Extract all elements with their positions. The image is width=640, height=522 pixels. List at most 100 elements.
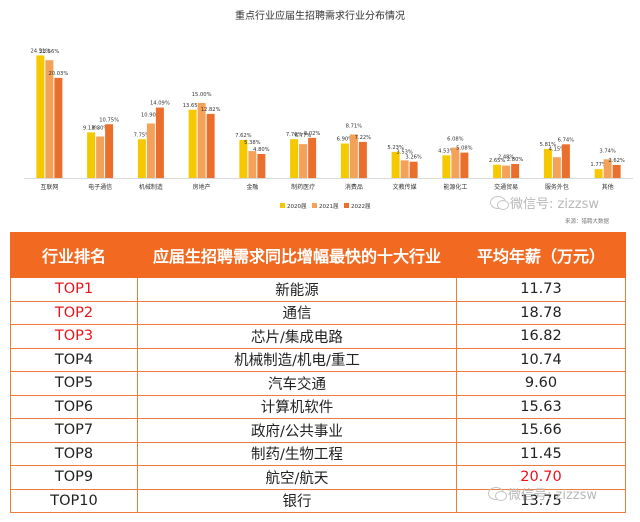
bar [197,103,206,178]
industry-distribution-chart: 重点行业应届生招聘需求行业分布情况 24.51% 23.56% 20.03% 互联网 9.… [0,0,640,232]
bar [511,164,520,178]
wechat-icon [490,196,509,210]
bar [188,109,197,178]
watermark: 微信号: zizzsw [490,193,599,212]
bar [400,160,409,178]
rank-cell: TOP2 [10,300,138,325]
industry-cell: 航空/航天 [137,465,457,490]
bar [137,139,146,178]
rank-cell: TOP5 [10,371,138,396]
wechat-icon [488,487,507,501]
data-label: 23.56% [39,49,59,55]
data-label: 3.26% [405,155,422,161]
bar [612,164,621,178]
category-label: 服务外包 [545,183,569,191]
bar [36,55,45,179]
bar [248,151,257,178]
category-label: 文教传媒 [393,183,417,191]
rank-cell: TOP3 [10,324,138,349]
salary-cell: 20.70 [456,465,626,490]
industry-cell: 制药/生物工程 [137,441,457,466]
data-label: 6.08% [447,137,464,143]
data-label: 12.82% [201,107,221,113]
header-industry: 应届生招聘需求同比增幅最快的十大行业 [137,232,457,278]
category-label: 房地产 [193,183,211,191]
bar [493,164,502,178]
salary-cell: 15.66 [456,418,626,443]
rank-cell: TOP6 [10,394,138,419]
data-label: 3.74% [599,148,616,154]
rank-cell: TOP9 [10,465,138,490]
salary-cell: 13.75 [456,488,626,513]
bar [349,134,358,178]
watermark: 微信号: zizzsw [488,484,597,503]
rank-cell: TOP8 [10,441,138,466]
industry-cell: 芯片/集成电路 [137,324,457,349]
data-label: 6.90% [337,137,354,143]
table-row: TOP5 汽车交通 9.60 [10,371,626,396]
watermark-text: 微信号: zizzsw [510,197,600,212]
industry-cell: 新能源 [137,277,457,302]
top10-industry-table: 行业排名 应届生招聘需求同比增幅最快的十大行业 平均年薪（万元） TOP1 新能… [10,232,626,513]
data-label: 15.00% [192,92,212,98]
data-label: 7.22% [355,135,372,141]
industry-cell: 政府/公共事业 [137,418,457,443]
salary-cell: 16.82 [456,324,626,349]
rank-cell: TOP1 [10,277,138,302]
industry-cell: 银行 [137,488,457,513]
salary-cell: 11.45 [456,441,626,466]
watermark-text: 微信号: zizzsw [508,488,598,503]
table-row: TOP6 计算机软件 15.63 [10,394,626,419]
industry-cell: 计算机软件 [137,394,457,419]
bar [409,161,418,178]
data-label: 7.76% [286,132,303,138]
salary-cell: 15.63 [456,394,626,419]
data-label: 5.38% [244,140,261,146]
bar [45,60,54,179]
data-label: 24.51% [30,48,50,54]
legend-swatch [312,203,317,208]
bar [502,165,511,178]
data-label: 5.08% [456,146,473,152]
data-label: 3.53% [396,149,413,155]
data-label: 7.75% [134,132,151,138]
data-label: 10.75% [99,117,119,123]
bar [146,123,155,178]
legend-swatch [280,203,285,208]
category-label: 电子通信 [88,183,112,191]
table-row: TOP4 机械制造/机电/重工 10.74 [10,347,626,372]
category-label: 交通贸易 [494,183,518,191]
salary-cell: 11.73 [456,277,626,302]
bar [96,136,105,178]
bar [552,157,561,178]
bar [155,107,164,178]
data-label: 14.09% [150,101,170,107]
data-label: 9.13% [83,125,100,131]
category-label: 消费品 [345,183,363,191]
bar [54,77,63,178]
data-label: 6.77% [295,133,312,139]
header-rank: 行业排名 [10,232,138,278]
category-label: 机械制造 [139,183,163,191]
bar-chart-svg: 重点行业应届生招聘需求行业分布情况 24.51%23.56% 20.03% 互联网 9.… [24,9,633,225]
category-label: 能源化工 [443,183,467,191]
bar [561,144,570,178]
data-label: 8.71% [346,123,363,129]
table-row: TOP9 航空/航天 20.70 [10,465,626,490]
bar [391,151,400,178]
data-label: 2.65% [489,158,506,164]
legend-label: 2021届 [319,203,339,210]
bar [239,139,248,178]
salary-cell: 10.74 [456,347,626,372]
data-label: 6.74% [558,137,575,143]
industry-cell: 汽车交通 [137,371,457,396]
legend-label: 2020届 [287,203,307,210]
data-label: 8.30% [92,126,109,132]
category-label: 制药医疗 [291,183,315,191]
chart-title: 重点行业应届生招聘需求行业分布情况 [235,9,405,22]
bar [442,155,451,178]
data-label: 5.81% [540,142,557,148]
bar [460,152,469,178]
legend-label: 2022届 [351,203,371,210]
bar [358,141,367,178]
